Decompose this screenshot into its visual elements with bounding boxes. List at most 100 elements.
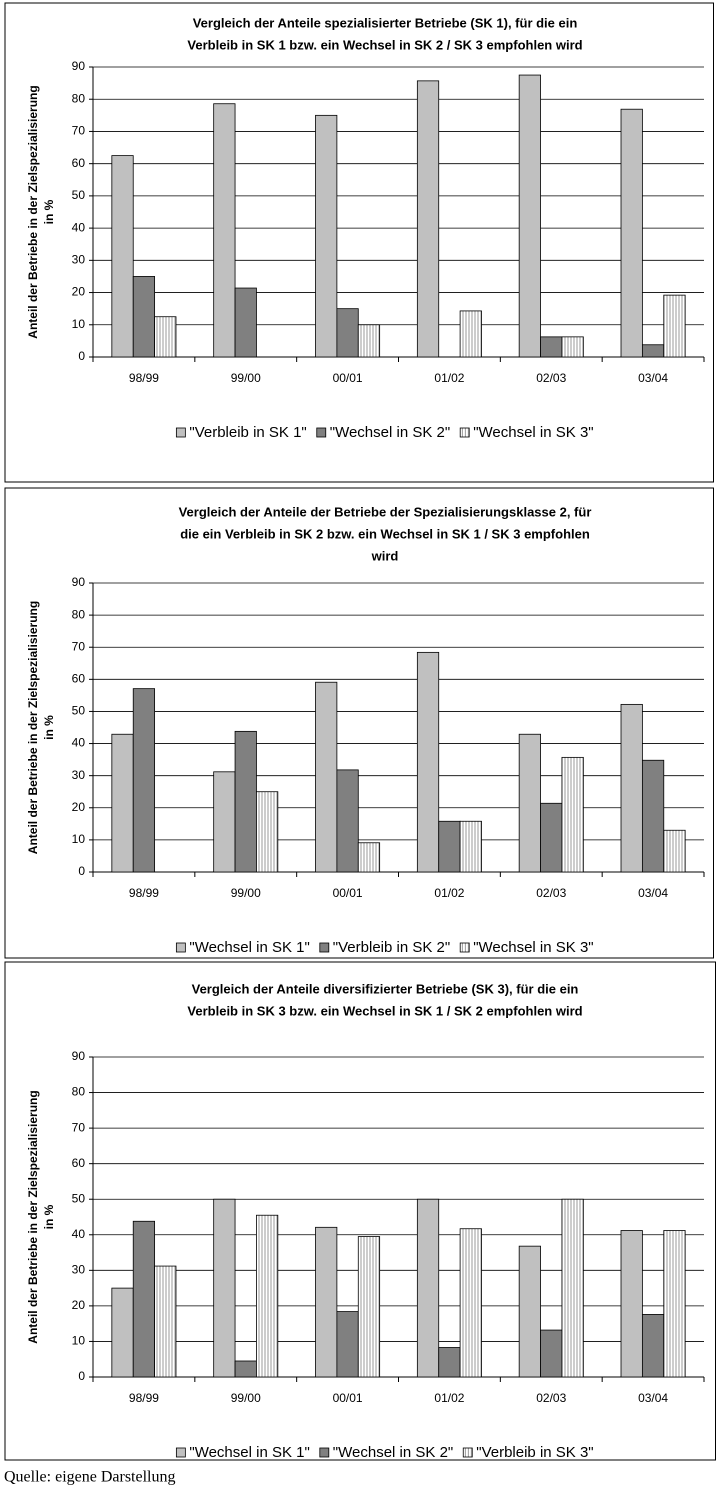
bar bbox=[357, 1236, 381, 1378]
y-tick-label: 0 bbox=[78, 864, 85, 878]
legend-swatch bbox=[462, 1447, 473, 1458]
bar bbox=[416, 80, 440, 358]
y-tick-label: 60 bbox=[72, 672, 86, 686]
x-tick-label: 01/02 bbox=[434, 886, 464, 900]
bar bbox=[518, 74, 541, 358]
y-tick-label: 50 bbox=[72, 1191, 86, 1205]
bar bbox=[234, 730, 257, 873]
chart-frame bbox=[4, 487, 714, 959]
chart-title: die ein Verbleib in SK 2 bzw. ein Wechse… bbox=[180, 526, 590, 541]
bar bbox=[336, 769, 359, 873]
x-tick-label: 99/00 bbox=[231, 371, 261, 385]
legend-swatch bbox=[175, 942, 186, 953]
bar bbox=[213, 103, 236, 358]
bar bbox=[459, 1228, 482, 1378]
y-axis-label: in % bbox=[42, 199, 56, 224]
bar bbox=[561, 1198, 584, 1378]
legend-swatch bbox=[459, 427, 470, 438]
x-tick-label: 00/01 bbox=[333, 1391, 363, 1405]
chart-title: Verbleib in SK 3 bzw. ein Wechsel in SK … bbox=[187, 1003, 582, 1018]
bar bbox=[234, 287, 257, 358]
legend-label: "Wechsel in SK 3" bbox=[473, 939, 593, 956]
y-tick-label: 10 bbox=[72, 832, 86, 846]
y-tick-label: 0 bbox=[78, 1369, 85, 1383]
bar bbox=[154, 316, 177, 358]
bar bbox=[132, 688, 156, 873]
bar bbox=[641, 344, 665, 358]
x-tick-label: 98/99 bbox=[129, 886, 159, 900]
bar bbox=[518, 733, 541, 873]
y-tick-label: 10 bbox=[72, 317, 86, 331]
x-tick-label: 02/03 bbox=[536, 371, 566, 385]
chart-frame bbox=[4, 961, 716, 1461]
bar bbox=[438, 820, 461, 873]
y-tick-label: 20 bbox=[72, 800, 86, 814]
x-tick-label: 98/99 bbox=[129, 371, 159, 385]
legend-swatch bbox=[319, 1447, 330, 1458]
bar bbox=[234, 1360, 257, 1378]
y-tick-label: 80 bbox=[72, 1085, 86, 1099]
legend-swatch bbox=[175, 1447, 186, 1458]
bar bbox=[561, 756, 584, 873]
y-axis-label: in % bbox=[42, 715, 56, 740]
y-tick-label: 10 bbox=[72, 1334, 86, 1348]
legend-label: "Verbleib in SK 1" bbox=[189, 424, 306, 441]
x-tick-label: 00/01 bbox=[333, 371, 363, 385]
y-axis-label: Anteil der Betriebe in der Zielspezialis… bbox=[26, 85, 40, 338]
y-tick-label: 20 bbox=[72, 1298, 86, 1312]
legend-swatch bbox=[459, 942, 470, 953]
bar bbox=[357, 324, 381, 358]
y-tick-label: 70 bbox=[72, 639, 86, 653]
y-tick-label: 50 bbox=[72, 704, 86, 718]
bar bbox=[111, 1287, 134, 1378]
bar bbox=[132, 276, 156, 358]
bar bbox=[357, 842, 381, 873]
y-tick-label: 30 bbox=[72, 768, 86, 782]
y-tick-label: 0 bbox=[78, 349, 85, 363]
chart-title: Vergleich der Anteile der Betriebe der S… bbox=[179, 504, 592, 519]
bar bbox=[459, 310, 482, 358]
x-tick-label: 02/03 bbox=[536, 1391, 566, 1405]
y-axis-label: Anteil der Betriebe in der Zielspezialis… bbox=[26, 1090, 40, 1343]
y-tick-label: 80 bbox=[72, 607, 86, 621]
x-tick-label: 00/01 bbox=[333, 886, 363, 900]
bar bbox=[620, 703, 643, 873]
bar bbox=[540, 802, 563, 873]
legend-label: "Wechsel in SK 3" bbox=[473, 424, 593, 441]
source-note: Quelle: eigene Darstellung bbox=[4, 1469, 176, 1486]
y-tick-label: 60 bbox=[72, 156, 86, 170]
bar bbox=[663, 1230, 686, 1378]
legend-label: "Verbleib in SK 3" bbox=[476, 1444, 593, 1461]
y-tick-label: 70 bbox=[72, 124, 86, 138]
chart-title: Vergleich der Anteile spezialisierter Be… bbox=[193, 15, 578, 30]
bar bbox=[336, 308, 359, 358]
y-tick-label: 90 bbox=[72, 575, 86, 589]
y-tick-label: 80 bbox=[72, 91, 86, 105]
y-tick-label: 50 bbox=[72, 188, 86, 202]
y-tick-label: 20 bbox=[72, 285, 86, 299]
bar bbox=[540, 1329, 563, 1378]
x-tick-label: 99/00 bbox=[231, 886, 261, 900]
x-tick-label: 01/02 bbox=[434, 371, 464, 385]
bar bbox=[256, 791, 279, 873]
bar bbox=[315, 114, 338, 358]
x-tick-label: 98/99 bbox=[129, 1391, 159, 1405]
y-axis-label: Anteil der Betriebe in der Zielspezialis… bbox=[26, 601, 40, 854]
bar bbox=[336, 1311, 359, 1378]
y-tick-label: 70 bbox=[72, 1120, 86, 1134]
legend-label: "Wechsel in SK 1" bbox=[189, 1444, 309, 1461]
y-tick-label: 40 bbox=[72, 736, 86, 750]
y-tick-label: 90 bbox=[72, 1049, 86, 1063]
bar bbox=[416, 1198, 440, 1378]
chart-frame bbox=[4, 2, 714, 483]
bar bbox=[111, 733, 134, 873]
y-tick-label: 40 bbox=[72, 1227, 86, 1241]
bar bbox=[213, 1198, 236, 1378]
legend: "Wechsel in SK 1" "Verbleib in SK 2" "Wech… bbox=[175, 939, 594, 956]
bar bbox=[518, 1245, 541, 1378]
legend-label: "Verbleib in SK 2" bbox=[333, 939, 450, 956]
bar bbox=[111, 155, 134, 358]
bar bbox=[663, 294, 686, 358]
legend-label: "Wechsel in SK 2" bbox=[333, 1444, 453, 1461]
